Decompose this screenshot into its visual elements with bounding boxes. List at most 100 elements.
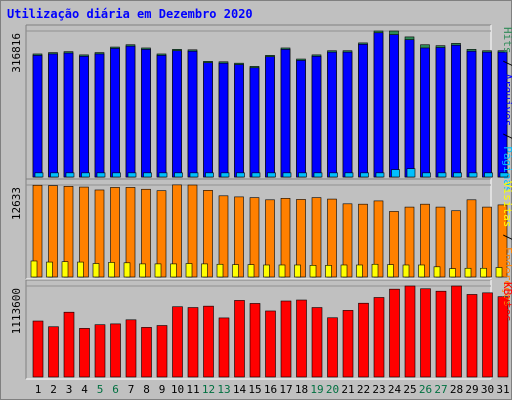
hits-bar-arquivos-day-8 — [141, 49, 151, 178]
kbytes-bar-kbytes-day-28 — [451, 285, 462, 378]
hits-bar-pginas-day-3 — [65, 172, 75, 178]
visits-bar-visitas-day-20 — [327, 198, 337, 278]
x-tick-label-day-9: 9 — [159, 383, 166, 396]
kbytes-bar-kbytes-day-24 — [389, 288, 400, 378]
hits-bar-pginas-day-11 — [189, 172, 199, 178]
hits-bar-arquivos-day-18 — [296, 60, 306, 178]
kbytes-bar-kbytes-day-10 — [172, 306, 183, 378]
kbytes-bar-kbytes-day-27 — [435, 290, 447, 378]
x-tick-label-day-15: 15 — [248, 383, 261, 396]
kbytes-bar-kbytes-day-15 — [249, 303, 261, 378]
x-tick-label-day-16: 16 — [264, 383, 277, 396]
x-tick-label-day-23: 23 — [372, 383, 385, 396]
kbytes-bar-kbytes-day-9 — [156, 325, 168, 378]
hits-bar-arquivos-day-5 — [94, 53, 105, 178]
visits-bar-endereos-day-30 — [480, 267, 487, 278]
x-tick-label-day-5: 5 — [97, 383, 104, 396]
visits-bar-visitas-day-14 — [234, 196, 244, 278]
visits-bar-endereos-day-21 — [340, 264, 348, 278]
x-tick-label-day-18: 18 — [295, 383, 308, 396]
chart-panels: 316816 12633 1113600 — [10, 24, 509, 380]
hits-bar-pginas-day-9 — [158, 172, 168, 178]
visits-bar-endereos-day-19 — [309, 265, 317, 278]
hits-bar-arquivos-day-30 — [482, 51, 492, 178]
visits-bar-visitas-day-23 — [373, 200, 384, 278]
hits-bar-pginas-day-24 — [391, 169, 400, 178]
x-tick-label-day-1: 1 — [35, 383, 42, 396]
visits-bar-visitas-day-18 — [296, 199, 306, 278]
hits-bar-arquivos-day-15 — [249, 67, 260, 178]
visits-bar-endereos-day-24 — [387, 264, 394, 278]
x-tick-label-day-11: 11 — [186, 383, 199, 396]
kbytes-bar-kbytes-day-5 — [94, 324, 106, 378]
visits-right-label-part-1: / — [501, 227, 512, 247]
x-tick-label-day-30: 30 — [481, 383, 494, 396]
x-tick-label-day-26: 26 — [419, 383, 432, 396]
hits-bar-arquivos-day-3 — [63, 52, 74, 178]
visits-bar-visitas-day-21 — [342, 203, 353, 278]
kbytes-bar-kbytes-day-29 — [466, 294, 478, 378]
hits-bar-arquivos-day-4 — [79, 55, 89, 178]
x-axis-labels: 1 2 3 4 5 6 7 8 9 10 11 12 13 14 15 16 17 18 19 20 21 22 23 24 2… — [35, 383, 510, 396]
x-tick-label-day-20: 20 — [326, 383, 339, 396]
hits-bar-arquivos-day-28 — [451, 44, 461, 178]
hits-bar-arquivos-day-24 — [389, 34, 399, 178]
hits-bar-arquivos-day-20 — [327, 51, 337, 178]
kbytes-bar-kbytes-day-8 — [141, 327, 152, 378]
hits-bar-pginas-day-18 — [298, 172, 307, 178]
x-tick-label-day-4: 4 — [81, 383, 88, 396]
x-tick-label-day-10: 10 — [171, 383, 184, 396]
visits-bar-visitas-day-1 — [32, 184, 43, 278]
kbytes-bar-kbytes-day-14 — [234, 300, 245, 378]
visits-bar-endereos-day-27 — [433, 266, 441, 278]
hits-bar-arquivos-day-11 — [187, 50, 198, 178]
x-tick-label-day-24: 24 — [388, 383, 402, 396]
kbytes-bar-kbytes-day-13 — [218, 317, 230, 378]
visits-bar-endereos-day-20 — [325, 265, 332, 278]
visits-bar-endereos-day-16 — [263, 264, 270, 278]
visits-bar-endereos-day-7 — [123, 262, 131, 278]
x-tick-label-day-17: 17 — [279, 383, 292, 396]
hits-right-label: Hits / Arquivos / Páginas — [501, 27, 512, 193]
kbytes-bar-kbytes-day-3 — [63, 311, 75, 378]
hits-bar-pginas-day-25 — [406, 168, 416, 178]
visits-bar-endereos-day-28 — [449, 268, 456, 278]
hits-bar-arquivos-day-12 — [203, 62, 213, 178]
x-tick-label-day-7: 7 — [128, 383, 135, 396]
kbytes-bar-kbytes-day-4 — [79, 328, 90, 378]
visits-bar-endereos-day-8 — [139, 263, 146, 278]
hits-bar-arquivos-day-22 — [358, 43, 368, 178]
visits-bar-endereos-day-25 — [402, 264, 410, 278]
x-tick-label-day-3: 3 — [66, 383, 73, 396]
hits-bar-pginas-day-4 — [81, 172, 90, 178]
visits-bar-visitas-day-19 — [311, 197, 322, 278]
kbytes-bar-kbytes-day-17 — [280, 300, 292, 378]
hits-bar-arquivos-day-2 — [48, 53, 58, 178]
kbytes-bar-kbytes-day-11 — [187, 307, 199, 378]
x-tick-label-day-13: 13 — [217, 383, 230, 396]
visits-bar-visitas-day-4 — [79, 186, 89, 278]
hits-bar-arquivos-day-19 — [311, 55, 322, 178]
x-tick-label-day-14: 14 — [233, 383, 247, 396]
hits-bar-pginas-day-17 — [282, 172, 292, 178]
kbytes-right-label: KBytes — [501, 282, 512, 322]
hits-bar-pginas-day-20 — [329, 172, 338, 178]
visits-bar-endereos-day-9 — [154, 263, 162, 278]
visits-bar-endereos-day-23 — [371, 263, 379, 278]
kbytes-bar-kbytes-day-2 — [48, 326, 59, 378]
visits-bar-endereos-day-26 — [418, 264, 425, 278]
hits-right-label-part-0: Hits — [501, 27, 512, 54]
hits-bar-pginas-day-28 — [453, 172, 462, 178]
visits-bar-endereos-day-29 — [464, 267, 472, 278]
hits-bar-pginas-day-23 — [375, 172, 385, 178]
kbytes-bar-kbytes-day-22 — [358, 302, 369, 378]
x-tick-label-day-29: 29 — [465, 383, 478, 396]
visits-bar-endereos-day-2 — [46, 261, 53, 278]
hits-bar-arquivos-day-6 — [110, 48, 120, 178]
visits-bar-visitas-day-25 — [404, 206, 415, 278]
visits-bar-visitas-day-12 — [203, 190, 213, 278]
kbytes-bar-kbytes-day-23 — [373, 297, 385, 378]
visits-bar-visitas-day-13 — [218, 195, 229, 278]
